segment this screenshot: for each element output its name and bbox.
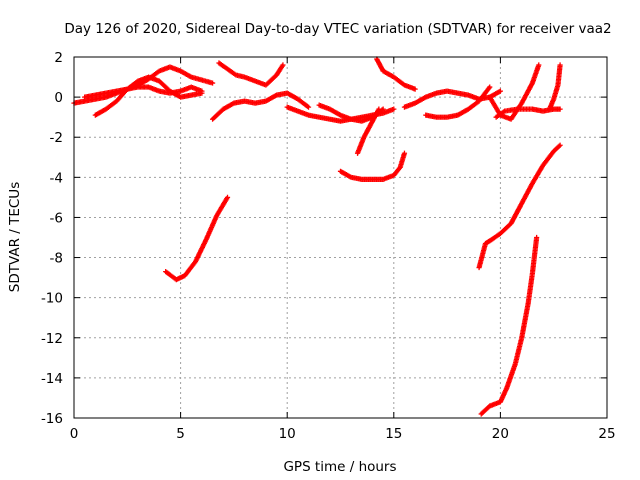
series-arc-8	[337, 150, 408, 182]
y-tick-label: -4	[50, 170, 63, 186]
x-tick-label: 0	[70, 426, 79, 442]
series-arc-16	[163, 194, 231, 283]
data-point	[391, 106, 397, 112]
data-point	[556, 143, 562, 149]
data-series	[71, 56, 563, 417]
y-tick-label: 2	[54, 50, 63, 66]
data-point	[224, 194, 231, 200]
series-arc-18	[478, 234, 540, 417]
data-point	[557, 106, 563, 112]
chart-title: Day 126 of 2020, Sidereal Day-to-day VTE…	[64, 21, 611, 37]
x-tick-label: 15	[385, 426, 402, 442]
series-arc-15	[546, 62, 563, 112]
series-arc-12	[423, 84, 493, 120]
data-point	[376, 106, 382, 112]
y-tick-label: 0	[54, 90, 63, 106]
x-axis-label: GPS time / hours	[283, 459, 396, 475]
data-point	[280, 62, 286, 68]
series-arc-5	[209, 90, 312, 122]
data-point	[305, 104, 312, 110]
axis-ticks: 0 5 10 15 20 25 -16 -14 -12 -10 -8 -6 -4 -2 0 2	[41, 50, 616, 442]
series-arc-14	[493, 106, 563, 120]
y-axis-label: SDTVAR / TECUs	[7, 182, 23, 292]
series-arc-4	[216, 60, 286, 88]
data-point	[534, 234, 540, 241]
y-tick-label: -2	[50, 130, 63, 146]
series-arc-2	[92, 74, 205, 118]
series-arc-9	[354, 106, 382, 156]
y-tick-label: -12	[41, 331, 63, 347]
x-tick-label: 5	[176, 426, 185, 442]
data-point	[536, 62, 542, 68]
grid-lines	[74, 57, 607, 418]
y-tick-label: -14	[41, 371, 63, 387]
data-point	[557, 142, 563, 148]
y-tick-label: -16	[41, 411, 63, 427]
data-point	[401, 150, 408, 156]
x-tick-label: 10	[279, 426, 296, 442]
data-point	[412, 86, 418, 92]
data-point	[557, 62, 563, 68]
y-tick-label: -8	[50, 251, 63, 267]
series-arc-10	[374, 56, 418, 92]
series-arc-3	[82, 64, 216, 100]
series-arc-17	[476, 142, 563, 271]
data-point	[487, 84, 493, 90]
data-point	[209, 80, 216, 86]
data-point	[199, 90, 205, 96]
y-tick-label: -10	[41, 291, 63, 307]
data-point	[497, 88, 503, 94]
plot-frame	[73, 56, 608, 419]
x-tick-label: 25	[598, 426, 615, 442]
x-tick-label: 20	[492, 426, 509, 442]
y-tick-label: -6	[50, 210, 63, 226]
